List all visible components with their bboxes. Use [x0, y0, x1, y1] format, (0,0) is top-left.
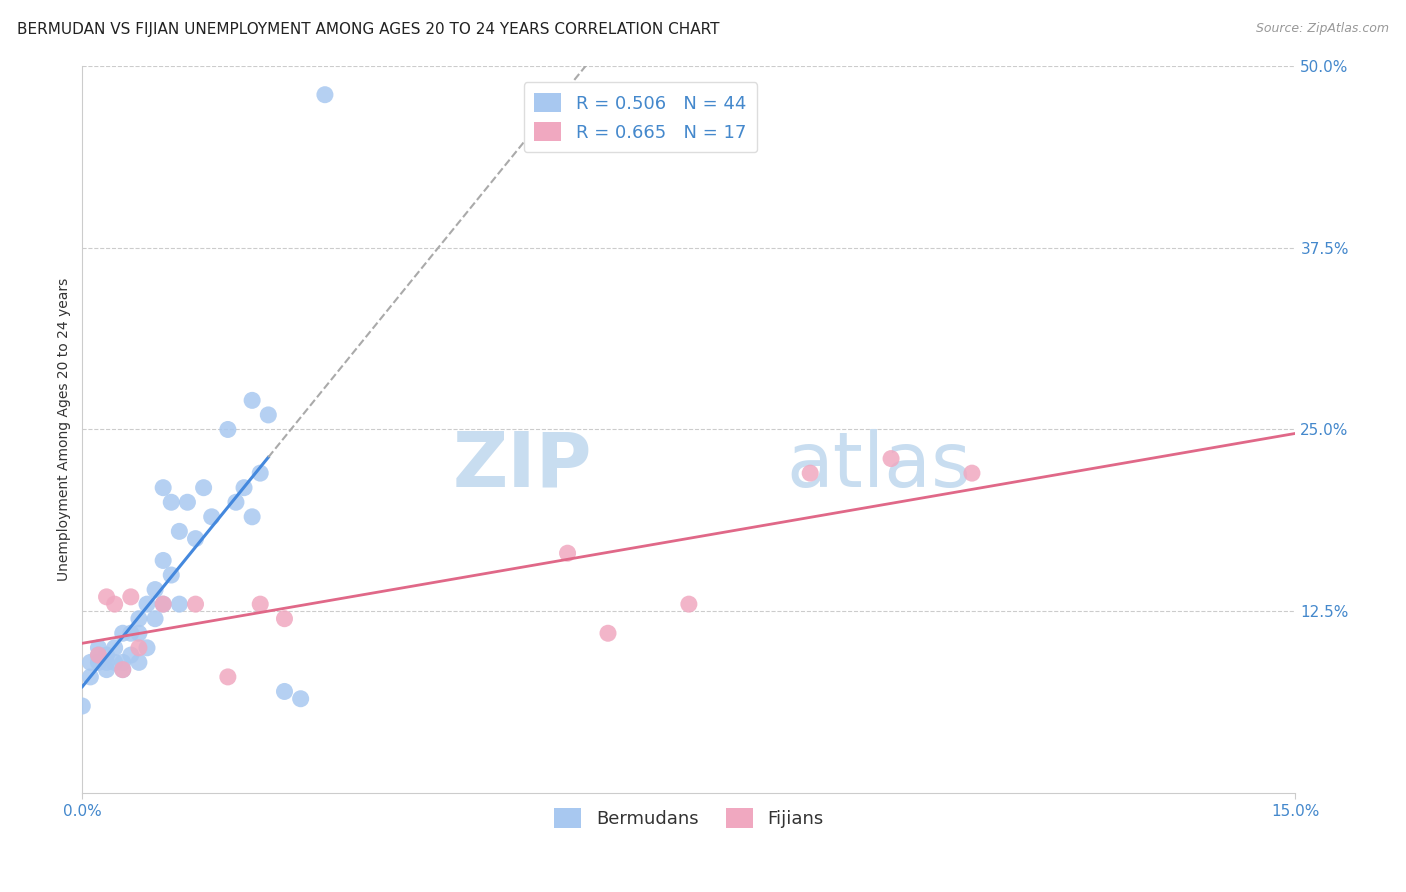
- Point: [143, 582, 166, 597]
- Point: [201, 509, 224, 524]
- Text: Source: ZipAtlas.com: Source: ZipAtlas.com: [1256, 22, 1389, 36]
- Point: [152, 553, 174, 567]
- Point: [111, 663, 134, 677]
- Y-axis label: Unemployment Among Ages 20 to 24 years: Unemployment Among Ages 20 to 24 years: [58, 277, 72, 581]
- Point: [96, 648, 118, 662]
- Legend: Bermudans, Fijians: Bermudans, Fijians: [547, 801, 831, 835]
- Point: [79, 670, 101, 684]
- Point: [120, 626, 142, 640]
- Point: [176, 495, 198, 509]
- Point: [314, 87, 336, 102]
- Point: [104, 656, 127, 670]
- Point: [111, 663, 134, 677]
- Point: [128, 640, 150, 655]
- Point: [120, 590, 142, 604]
- Point: [193, 481, 215, 495]
- Point: [160, 568, 183, 582]
- Point: [249, 597, 271, 611]
- Point: [217, 670, 239, 684]
- Point: [136, 597, 159, 611]
- Point: [240, 393, 263, 408]
- Point: [79, 656, 101, 670]
- Text: BERMUDAN VS FIJIAN UNEMPLOYMENT AMONG AGES 20 TO 24 YEARS CORRELATION CHART: BERMUDAN VS FIJIAN UNEMPLOYMENT AMONG AG…: [17, 22, 720, 37]
- Point: [87, 640, 110, 655]
- Text: atlas: atlas: [786, 429, 970, 503]
- Point: [557, 546, 579, 560]
- Point: [273, 684, 295, 698]
- Point: [152, 481, 174, 495]
- Point: [169, 597, 191, 611]
- Point: [96, 663, 118, 677]
- Point: [160, 495, 183, 509]
- Point: [152, 597, 174, 611]
- Point: [678, 597, 700, 611]
- Point: [249, 466, 271, 480]
- Point: [169, 524, 191, 539]
- Point: [111, 656, 134, 670]
- Point: [960, 466, 983, 480]
- Point: [104, 640, 127, 655]
- Point: [128, 626, 150, 640]
- Point: [217, 422, 239, 436]
- Point: [104, 597, 127, 611]
- Point: [225, 495, 247, 509]
- Point: [120, 648, 142, 662]
- Point: [143, 612, 166, 626]
- Point: [152, 597, 174, 611]
- Point: [290, 691, 312, 706]
- Point: [128, 612, 150, 626]
- Point: [880, 451, 903, 466]
- Point: [596, 626, 619, 640]
- Point: [240, 509, 263, 524]
- Point: [184, 532, 207, 546]
- Text: ZIP: ZIP: [453, 429, 592, 503]
- Point: [184, 597, 207, 611]
- Point: [96, 590, 118, 604]
- Point: [257, 408, 280, 422]
- Point: [233, 481, 256, 495]
- Point: [87, 648, 110, 662]
- Point: [128, 656, 150, 670]
- Point: [72, 699, 94, 714]
- Point: [87, 648, 110, 662]
- Point: [799, 466, 821, 480]
- Point: [96, 656, 118, 670]
- Point: [273, 612, 295, 626]
- Point: [136, 640, 159, 655]
- Point: [87, 656, 110, 670]
- Point: [111, 626, 134, 640]
